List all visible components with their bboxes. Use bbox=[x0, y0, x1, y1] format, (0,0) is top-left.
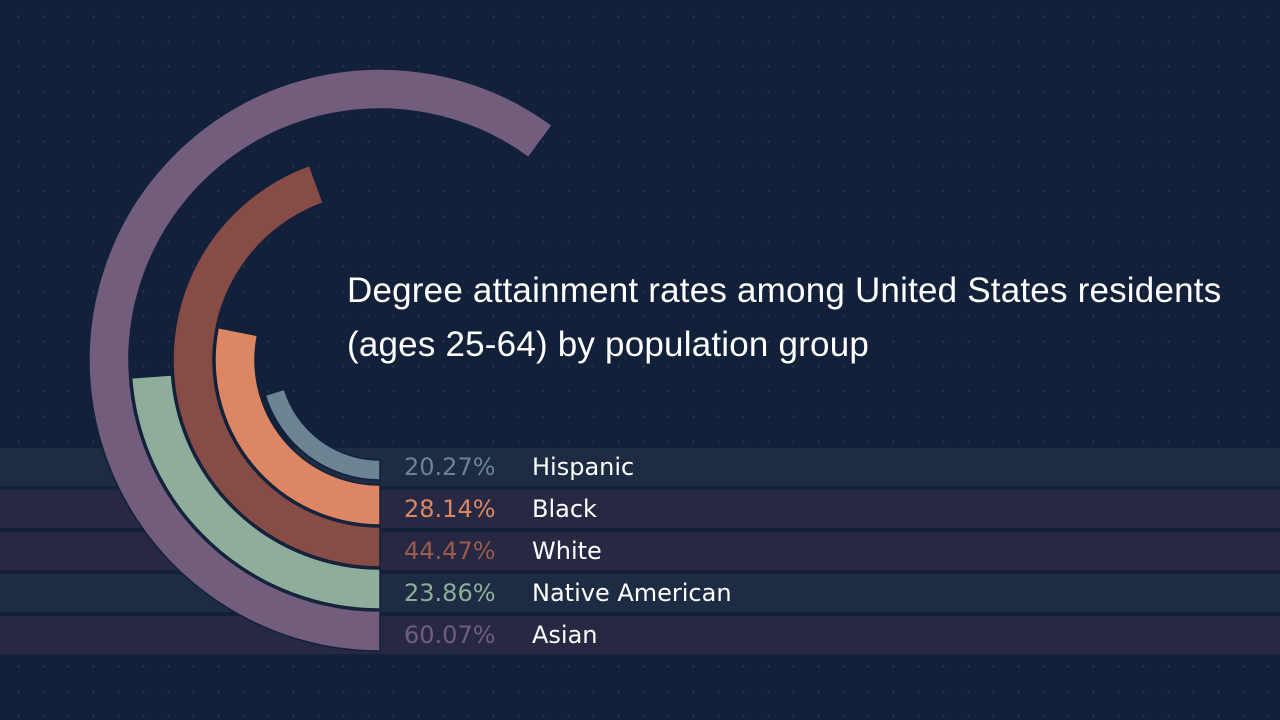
chart-arcs bbox=[88, 68, 554, 652]
arc-hispanic bbox=[264, 388, 381, 481]
category-label-native-american: Native American bbox=[532, 579, 732, 607]
arc-asian bbox=[88, 68, 554, 652]
arc-black bbox=[214, 326, 381, 526]
value-label-black: 28.14% bbox=[404, 495, 496, 523]
value-label-asian: 60.07% bbox=[404, 621, 496, 649]
value-label-native-american: 23.86% bbox=[404, 579, 496, 607]
value-label-hispanic: 20.27% bbox=[404, 453, 496, 481]
arc-native-american bbox=[130, 374, 381, 610]
category-label-asian: Asian bbox=[532, 621, 598, 649]
category-label-black: Black bbox=[532, 495, 597, 523]
chart-title: Degree attainment rates among United Sta… bbox=[347, 271, 1222, 364]
arc-white bbox=[172, 164, 381, 568]
category-label-white: White bbox=[532, 537, 602, 565]
category-label-hispanic: Hispanic bbox=[532, 453, 634, 481]
value-label-white: 44.47% bbox=[404, 537, 496, 565]
legend-labels: 20.27% Hispanic 28.14% Black 44.47% White 23.8… bbox=[404, 453, 732, 649]
legend-bands bbox=[0, 448, 1280, 654]
legend-band-asian bbox=[0, 616, 1280, 654]
